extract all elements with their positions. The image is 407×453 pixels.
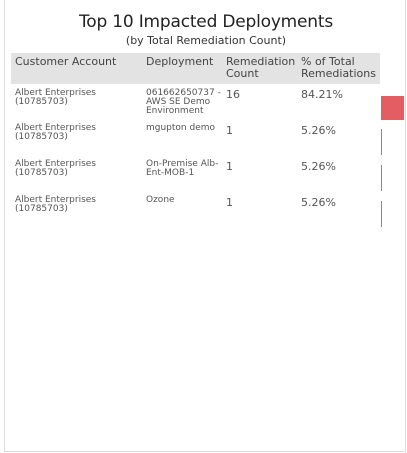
remediation-count-cell: 1 — [226, 160, 233, 173]
table-header: Customer Account Deployment Remediation … — [11, 53, 380, 84]
deployment-cell: mgupton demo — [146, 123, 216, 133]
column-header-deployment[interactable]: Deployment — [146, 55, 214, 68]
percent-cell: 5.26% — [301, 196, 336, 209]
share-bar — [381, 201, 382, 227]
share-bar — [381, 96, 404, 120]
customer-account-cell: Albert Enterprises (10785703) — [15, 195, 96, 214]
impacted-deployments-panel: Top 10 Impacted Deployments (by Total Re… — [4, 0, 406, 452]
panel-subtitle: (by Total Remediation Count) — [125, 34, 287, 47]
percent-cell: 84.21% — [301, 88, 343, 101]
customer-account-cell: Albert Enterprises (10785703) — [15, 159, 96, 178]
column-header-remediation-count[interactable]: Remediation Count — [226, 55, 296, 80]
share-bar — [381, 129, 382, 155]
remediation-count-cell: 1 — [226, 124, 233, 137]
remediation-count-cell: 16 — [226, 88, 240, 101]
deployment-cell: 061662650737 - AWS SE Demo Environment — [146, 88, 221, 116]
percent-cell: 5.26% — [301, 124, 336, 137]
share-bar — [381, 165, 382, 191]
customer-account-cell: Albert Enterprises (10785703) — [15, 88, 96, 107]
customer-account-cell: Albert Enterprises (10785703) — [15, 123, 96, 142]
column-header-customer-account[interactable]: Customer Account — [15, 55, 117, 68]
percent-cell: 5.26% — [301, 160, 336, 173]
panel-title: Top 10 Impacted Deployments — [78, 12, 334, 32]
deployment-cell: On-Premise Alb-Ent-MOB-1 — [146, 159, 219, 178]
deployment-cell: Ozone — [146, 195, 175, 205]
column-header-percent-total[interactable]: % of Total Remediations — [301, 55, 376, 80]
remediation-count-cell: 1 — [226, 196, 233, 209]
